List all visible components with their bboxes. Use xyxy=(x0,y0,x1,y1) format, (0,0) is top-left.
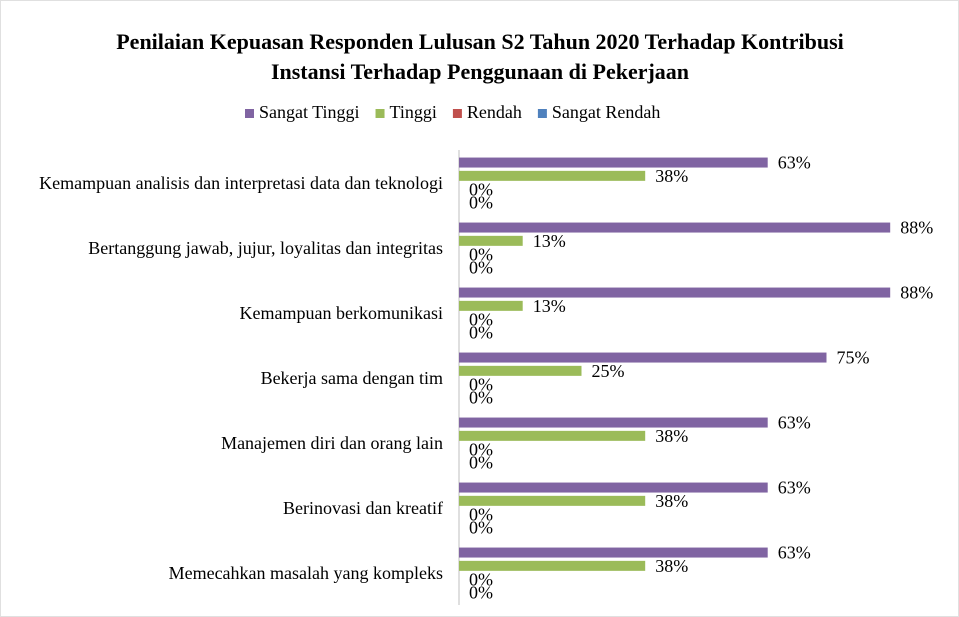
category-label: Memecahkan masalah yang kompleks xyxy=(168,562,443,583)
value-label: 63% xyxy=(778,413,811,433)
value-label: 75% xyxy=(837,348,870,368)
value-label: 0% xyxy=(469,323,493,343)
value-label: 13% xyxy=(533,296,566,316)
value-label: 0% xyxy=(469,453,493,473)
bar xyxy=(459,560,646,571)
legend-swatch xyxy=(245,109,254,118)
value-label: 63% xyxy=(778,153,811,173)
value-label: 0% xyxy=(469,193,493,213)
value-label: 0% xyxy=(469,258,493,278)
legend-label: Tinggi xyxy=(390,102,437,122)
legend-swatch xyxy=(452,109,462,118)
legend-label: Rendah xyxy=(467,102,522,122)
value-label: 38% xyxy=(655,491,688,511)
value-label: 0% xyxy=(469,374,493,394)
value-label: 38% xyxy=(655,556,688,576)
value-label: 0% xyxy=(469,179,493,199)
value-label: 0% xyxy=(469,569,493,589)
value-label: 0% xyxy=(469,518,493,538)
bar xyxy=(459,235,523,246)
legend-label: Sangat Tinggi xyxy=(259,102,360,122)
bar xyxy=(459,170,646,181)
value-label: 0% xyxy=(469,244,493,264)
bar xyxy=(459,222,891,233)
value-label: 0% xyxy=(469,504,493,524)
value-label: 38% xyxy=(655,426,688,446)
value-label: 63% xyxy=(778,543,811,563)
bar xyxy=(459,157,768,168)
legend-swatch xyxy=(375,109,385,118)
value-label: 0% xyxy=(469,583,493,603)
bar xyxy=(459,300,523,311)
chart-title: Penilaian Kepuasan Responden Lulusan S2 … xyxy=(116,29,844,84)
bar xyxy=(459,287,891,298)
value-label: 25% xyxy=(592,361,625,381)
value-label: 0% xyxy=(469,439,493,459)
value-label: 38% xyxy=(655,166,688,186)
category-label: Kemampuan analisis dan interpretasi data… xyxy=(39,172,443,193)
value-label: 13% xyxy=(533,231,566,251)
legend-swatch xyxy=(537,109,547,118)
bar xyxy=(459,547,768,558)
bar xyxy=(459,482,768,493)
legend-label: Sangat Rendah xyxy=(552,102,660,122)
bar xyxy=(459,365,582,376)
category-label: Bekerja sama dengan tim xyxy=(260,367,443,388)
bar xyxy=(459,352,827,363)
bar xyxy=(459,430,646,441)
value-label: 88% xyxy=(900,218,933,238)
value-label: 0% xyxy=(469,309,493,329)
category-label: Manajemen diri dan orang lain xyxy=(221,432,443,453)
bar xyxy=(459,495,646,506)
category-label: Berinovasi dan kreatif xyxy=(283,497,443,518)
category-label: Bertanggung jawab, jujur, loyalitas dan … xyxy=(88,237,443,258)
value-label: 88% xyxy=(900,283,933,303)
category-label: Kemampuan berkomunikasi xyxy=(239,302,443,323)
value-label: 0% xyxy=(469,388,493,408)
bar xyxy=(459,417,768,428)
value-label: 63% xyxy=(778,478,811,498)
